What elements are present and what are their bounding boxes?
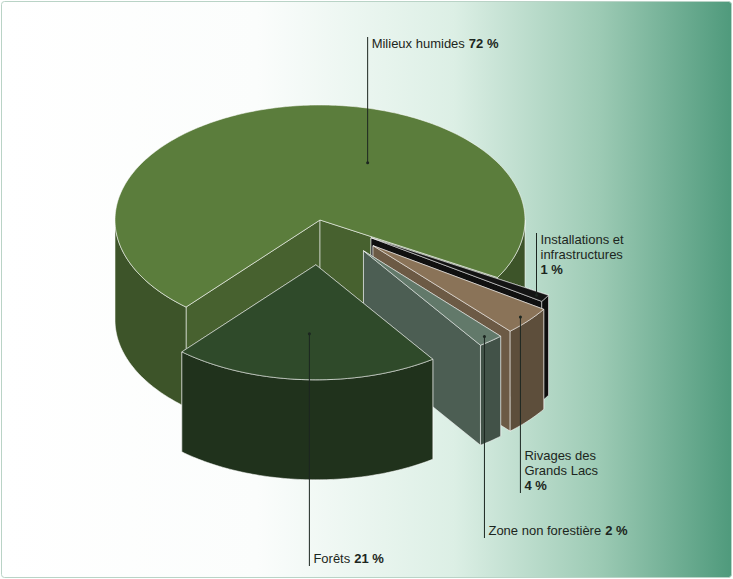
slice-label: Installations etinfrastructures1 % <box>541 232 624 277</box>
category-label: Rivages des <box>524 448 596 463</box>
category-label: Grands Lacs <box>524 463 598 478</box>
leader-line <box>484 336 485 538</box>
pie <box>115 105 549 480</box>
leader-end <box>483 335 486 338</box>
slice-side <box>480 336 500 445</box>
leader-line <box>536 233 537 295</box>
slice-label: Zone non forestière 2 % <box>488 523 628 538</box>
leader-end <box>519 316 522 319</box>
value-label: 21 % <box>354 551 384 566</box>
leader-end <box>535 294 538 297</box>
category-label: Milieux humides <box>372 36 466 51</box>
value-label: 1 % <box>541 262 564 277</box>
category-label: infrastructures <box>541 247 624 262</box>
category-label: Zone non forestière <box>488 523 601 538</box>
background <box>2 2 732 578</box>
slice-label: Milieux humides72 % <box>372 36 499 51</box>
slice-label: Forêts 21 % <box>313 551 384 566</box>
value-label: 72 % <box>469 36 499 51</box>
value-label: 2 % <box>605 523 628 538</box>
category-label: Forêts <box>313 551 350 566</box>
leader-end <box>366 161 369 164</box>
leader-line <box>309 334 310 566</box>
value-label: 4 % <box>524 478 547 493</box>
leader-line <box>367 37 368 163</box>
slice-label: Rivages desGrands Lacs4 % <box>524 448 598 493</box>
leader-end <box>308 332 311 335</box>
category-label: Installations et <box>541 232 624 247</box>
leader-line <box>520 317 521 493</box>
labels: Milieux humides72 % Installations etinfra… <box>308 36 628 566</box>
slice <box>182 265 433 480</box>
chart: Milieux humides72 % Installations etinfra… <box>0 0 733 579</box>
slice-top <box>182 265 433 380</box>
